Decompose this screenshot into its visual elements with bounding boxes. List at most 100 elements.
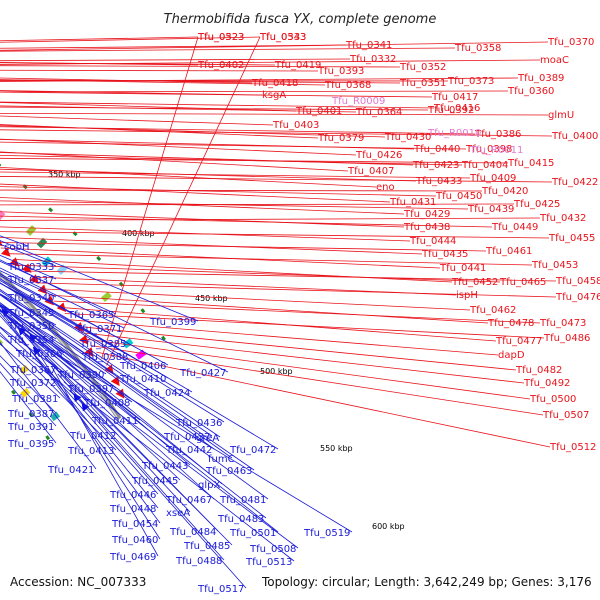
reverse-gene-label: Tfu_0469: [109, 552, 156, 563]
reverse-leader-line: [0, 275, 129, 344]
reverse-gene-label: Tfu_0371: [75, 324, 122, 335]
reverse-leader-line: [0, 362, 57, 427]
forward-gene-arrow: [9, 257, 20, 267]
feature-block: [135, 349, 147, 360]
forward-gene-label: Tfu_0393: [317, 66, 364, 77]
forward-gene-label: Tfu_0462: [469, 305, 516, 316]
forward-gene-label: Tfu_0452: [451, 277, 498, 288]
reverse-leader-line: [0, 302, 223, 485]
forward-gene-label: Tfu_0476: [555, 292, 600, 303]
forward-gene-label: Tfu_0416: [433, 103, 480, 114]
reverse-gene-label: Tfu_0395: [7, 439, 54, 450]
reverse-gene-label: Tfu_0391: [7, 422, 54, 433]
reverse-leader-line: [0, 282, 225, 423]
reverse-leader-line: [0, 280, 169, 379]
forward-leader-line: [0, 155, 463, 166]
reverse-gene-label: Tfu_0467: [165, 495, 212, 506]
reverse-leader-line: [50, 365, 159, 557]
reverse-leader-line: [63, 381, 295, 562]
forward-leader-line: [0, 183, 391, 203]
forward-leader-line: [70, 319, 499, 356]
forward-leader-line: [0, 129, 553, 137]
forward-gene-label: Tfu_0433: [415, 176, 462, 187]
forward-gene-label: Tfu_0465: [499, 277, 546, 288]
forward-leader-line: [0, 231, 550, 239]
forward-gene-label: Tfu_0370: [547, 37, 594, 48]
feature-block: [50, 411, 61, 422]
reverse-gene-label: Tfu_0413: [67, 446, 114, 457]
reverse-leader-line: [18, 327, 279, 533]
reverse-leader-line: [0, 288, 221, 438]
feature-dash: [96, 256, 102, 261]
forward-leader-line: [0, 91, 433, 98]
rna-gene-label: Tfu_R0010: [427, 128, 481, 139]
forward-leader-line: [0, 62, 276, 66]
forward-gene-label: Tfu_0379: [317, 133, 364, 144]
reverse-gene-label: Tfu_0485: [183, 541, 230, 552]
forward-leader-line: [0, 242, 487, 252]
forward-leader-line: [47, 294, 489, 324]
forward-leader-line: [0, 101, 435, 109]
reverse-gene-label: Tfu_0463: [205, 466, 252, 477]
reverse-leader-line: [0, 355, 57, 414]
forward-gene-label: Tfu_0368: [324, 80, 371, 91]
reverse-gene-label: Tfu_0390: [57, 370, 104, 381]
reverse-gene-label: Tfu_0445: [131, 476, 178, 487]
forward-gene-label: Tfu_0409: [469, 173, 516, 184]
reverse-leader-line: [0, 308, 191, 513]
forward-gene-label: dapD: [498, 350, 525, 361]
forward-gene-label: Tfu_0441: [439, 263, 486, 274]
forward-gene-label: Tfu_0422: [551, 177, 598, 188]
forward-leader-line: [106, 36, 261, 366]
reverse-gene-label: greA: [196, 433, 219, 444]
feature-block: [20, 388, 31, 398]
forward-gene-label: ksgA: [262, 90, 286, 101]
reverse-gene-label: Tfu_0381: [11, 394, 58, 405]
forward-gene-label: Tfu_0351: [399, 78, 446, 89]
reverse-gene-label: Tfu_0436: [175, 418, 222, 429]
forward-gene-label: Tfu_0323: [197, 32, 244, 43]
figure-title: Thermobifida fusca YX, complete genome: [164, 12, 437, 27]
reverse-gene-label: Tfu_0442: [165, 445, 212, 456]
forward-gene-label: Tfu_0440: [413, 144, 460, 155]
feature-block: [0, 338, 4, 349]
reverse-gene-label: Tfu_0354: [7, 335, 54, 346]
reverse-leader-line: [0, 282, 131, 357]
forward-gene-label: Tfu_0477: [495, 336, 542, 347]
forward-gene-label: Tfu_0332: [349, 54, 396, 65]
reverse-gene-label: Tfu_0424: [143, 388, 190, 399]
forward-gene-label: Tfu_0425: [513, 199, 560, 210]
forward-leader-line: [101, 36, 199, 359]
forward-leader-line: [0, 65, 401, 68]
forward-gene-label: Tfu_0461: [485, 246, 532, 257]
reverse-gene-label: Tfu_0483: [217, 514, 264, 525]
forward-leader-line: [86, 338, 531, 400]
forward-gene-label: Tfu_0435: [421, 249, 468, 260]
forward-gene-label: Tfu_0432: [539, 213, 586, 224]
reverse-leader-line: [0, 243, 57, 267]
forward-gene-label: Tfu_0438: [403, 222, 450, 233]
tick-label: 450 kbp: [195, 294, 228, 303]
forward-gene-label: Tfu_0486: [543, 333, 590, 344]
tick-label: 350 kbp: [48, 170, 81, 179]
reverse-gene-label: Tfu_0399: [149, 317, 196, 328]
forward-gene-label: Tfu_0429: [403, 209, 450, 220]
reverse-leader-line: [0, 302, 269, 500]
forward-leader-line: [0, 58, 351, 62]
forward-gene-label: Tfu_0420: [481, 186, 528, 197]
feature-block: [101, 291, 112, 302]
reverse-gene-label: Tfu_0517: [197, 584, 244, 595]
forward-gene-label: Tfu_0482: [515, 365, 562, 376]
forward-leader-line: [0, 106, 429, 111]
reverse-leader-line: [0, 303, 107, 375]
forward-gene-label: eno: [376, 182, 395, 193]
forward-gene-label: Tfu_0512: [549, 442, 596, 453]
reverse-gene-label: Tfu_0460: [111, 535, 158, 546]
forward-leader-line: [80, 332, 525, 384]
reverse-leader-line: [69, 389, 247, 589]
forward-leader-line: [96, 351, 551, 448]
reverse-leader-line: [0, 305, 117, 389]
reverse-gene-label: Tfu_0385: [79, 339, 126, 350]
forward-gene-label: Tfu_0458: [555, 276, 600, 287]
